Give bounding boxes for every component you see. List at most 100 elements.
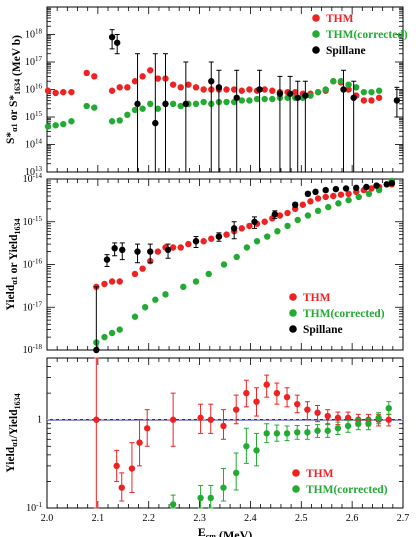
legend-marker xyxy=(289,325,297,333)
legend-label: THM(corrected) xyxy=(306,484,388,496)
x-tick-label: 2.3 xyxy=(193,513,206,524)
y-tick-label: 1018 xyxy=(25,28,43,41)
data-point xyxy=(253,398,260,405)
data-point xyxy=(353,184,360,192)
data-point xyxy=(273,430,281,437)
data-point xyxy=(314,88,322,96)
data-point xyxy=(139,265,146,272)
data-point xyxy=(344,422,352,430)
data-point xyxy=(131,106,139,114)
data-point xyxy=(330,192,337,200)
legend-marker xyxy=(312,46,320,54)
data-point xyxy=(307,198,314,205)
data-point xyxy=(304,190,312,198)
data-point xyxy=(261,86,268,93)
data-point xyxy=(93,346,100,354)
data-point xyxy=(108,33,116,41)
data-point xyxy=(91,104,98,111)
data-point xyxy=(182,100,190,108)
data-point xyxy=(223,231,230,238)
y-axis-label: Yieldα1 or Yield1634 xyxy=(5,219,22,311)
data-point xyxy=(342,185,350,192)
legend-label: Spillane xyxy=(326,45,366,57)
data-point xyxy=(131,78,139,85)
data-point xyxy=(147,67,154,74)
panel-2: 10-18 10-17 10-16 10-15 10-14 THM THM(correcte… xyxy=(5,172,404,356)
data-point xyxy=(314,427,321,434)
data-point xyxy=(299,201,307,208)
data-point xyxy=(215,84,223,91)
data-point xyxy=(365,190,373,198)
data-point xyxy=(230,225,238,232)
data-point xyxy=(355,420,362,427)
data-point xyxy=(91,73,98,80)
series-thm xyxy=(44,67,383,104)
data-point xyxy=(334,414,342,422)
data-point xyxy=(353,84,360,91)
legend-label: Spillane xyxy=(303,324,343,336)
data-point xyxy=(368,97,375,104)
data-point xyxy=(360,88,368,96)
y-tick-label: 10-15 xyxy=(23,215,43,228)
data-point xyxy=(185,81,192,88)
data-point xyxy=(337,191,345,198)
panel-1: 1013 1014 1015 1016 1017 1018 THM THM(corrected… xyxy=(5,6,408,178)
data-point xyxy=(314,195,322,202)
data-point xyxy=(368,88,375,96)
data-point xyxy=(350,94,357,101)
y-axis-label: S*α1 or S*1634 (MeV b) xyxy=(5,35,23,144)
series-thm-corrected- xyxy=(169,401,392,509)
data-point xyxy=(337,78,345,85)
y-tick-label: 1015 xyxy=(25,110,43,123)
data-point xyxy=(284,209,291,217)
data-point xyxy=(108,278,116,285)
data-point xyxy=(154,105,162,112)
data-point xyxy=(375,94,383,101)
legend-label: THM(corrected) xyxy=(303,308,385,320)
data-point xyxy=(124,111,131,119)
data-point xyxy=(230,86,238,93)
data-point xyxy=(162,291,169,298)
x-tick-label: 2.7 xyxy=(397,513,410,524)
y-tick-label: 1014 xyxy=(25,138,43,151)
data-point xyxy=(307,92,314,99)
data-point xyxy=(271,211,279,218)
data-point xyxy=(233,253,240,261)
data-point xyxy=(284,222,291,230)
data-point xyxy=(332,185,340,193)
data-point xyxy=(314,409,321,416)
legend-label: THM xyxy=(303,292,331,304)
data-point xyxy=(116,278,123,285)
data-point xyxy=(330,78,337,85)
data-point xyxy=(68,88,75,96)
data-point xyxy=(131,313,139,320)
data-point xyxy=(220,261,228,268)
legend-label: THM xyxy=(306,468,334,480)
data-point xyxy=(345,81,352,88)
data-point xyxy=(286,90,294,97)
data-point xyxy=(294,429,301,436)
data-point xyxy=(164,246,172,254)
data-point xyxy=(304,406,311,413)
y-tick-label: 1013 xyxy=(25,165,43,178)
y-tick-label: 10-18 xyxy=(23,343,43,356)
data-point xyxy=(185,240,192,248)
data-point xyxy=(83,69,90,77)
data-point xyxy=(197,494,204,502)
legend-marker xyxy=(312,30,320,38)
y-tick-label: 1017 xyxy=(25,55,43,68)
data-point xyxy=(177,244,184,251)
data-point xyxy=(101,333,108,341)
x-axis-label: Ecm (MeV) xyxy=(198,525,253,537)
series-spillane xyxy=(108,29,401,173)
data-point xyxy=(302,92,309,99)
series-thm-corrected- xyxy=(44,78,383,130)
x-tick-label: 2.2 xyxy=(142,513,155,524)
y-tick-label: 1016 xyxy=(25,83,43,96)
legend-marker xyxy=(289,309,297,317)
data-point xyxy=(101,280,108,288)
data-point xyxy=(345,86,352,93)
data-point xyxy=(152,296,159,303)
legend-marker xyxy=(292,485,300,493)
